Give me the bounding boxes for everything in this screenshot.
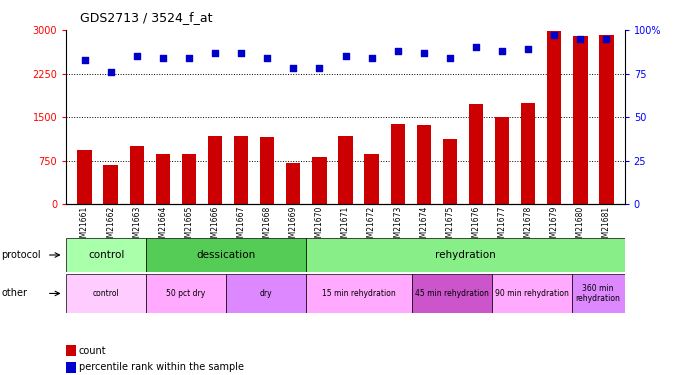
Bar [130, 146, 144, 204]
Bar [226, 274, 306, 313]
Text: control: control [93, 289, 119, 298]
Bar [208, 136, 222, 204]
Point [392, 48, 403, 54]
Bar [306, 274, 412, 313]
Text: protocol: protocol [1, 250, 41, 260]
Point [470, 45, 482, 51]
Point [262, 55, 273, 61]
Text: dessication: dessication [196, 250, 255, 260]
Bar [146, 238, 306, 272]
Bar [234, 136, 248, 204]
Point [79, 57, 90, 63]
Point [288, 65, 299, 71]
Bar [77, 150, 91, 204]
Point [157, 55, 168, 61]
Bar [312, 157, 327, 204]
Text: GDS2713 / 3524_f_at: GDS2713 / 3524_f_at [80, 11, 213, 24]
Point [314, 65, 325, 71]
Bar [572, 274, 625, 313]
Bar [390, 124, 405, 204]
Bar [600, 34, 614, 204]
Text: 360 min
rehydration: 360 min rehydration [576, 284, 621, 303]
Text: 45 min rehydration: 45 min rehydration [415, 289, 489, 298]
Bar [412, 274, 492, 313]
Text: other: other [1, 288, 27, 298]
Bar [66, 238, 146, 272]
Point [105, 69, 117, 75]
Point [418, 50, 429, 55]
Point [131, 53, 142, 59]
Bar [181, 154, 196, 204]
Text: rehydration: rehydration [435, 250, 496, 260]
Text: percentile rank within the sample: percentile rank within the sample [79, 363, 244, 372]
Point [496, 48, 507, 54]
Text: 90 min rehydration: 90 min rehydration [495, 289, 569, 298]
Bar [146, 274, 226, 313]
Bar [306, 238, 625, 272]
Bar [547, 31, 561, 204]
Bar [443, 139, 457, 204]
Bar [573, 36, 588, 204]
Bar [66, 274, 146, 313]
Text: dry: dry [260, 289, 272, 298]
Bar [521, 103, 535, 204]
Bar [364, 154, 379, 204]
Bar [492, 274, 572, 313]
Point [549, 32, 560, 38]
Point [209, 50, 221, 55]
Point [340, 53, 351, 59]
Bar [339, 136, 352, 204]
Bar [417, 125, 431, 204]
Bar [260, 137, 274, 204]
Point [574, 36, 586, 42]
Text: count: count [79, 346, 107, 355]
Bar [103, 165, 118, 204]
Point [235, 50, 246, 55]
Bar [156, 154, 170, 204]
Bar [286, 162, 301, 204]
Bar [495, 117, 510, 204]
Point [366, 55, 377, 61]
Text: control: control [88, 250, 124, 260]
Text: 50 pct dry: 50 pct dry [166, 289, 206, 298]
Point [523, 46, 534, 52]
Point [601, 36, 612, 42]
Text: 15 min rehydration: 15 min rehydration [322, 289, 396, 298]
Point [184, 55, 195, 61]
Point [445, 55, 456, 61]
Bar [469, 104, 483, 204]
